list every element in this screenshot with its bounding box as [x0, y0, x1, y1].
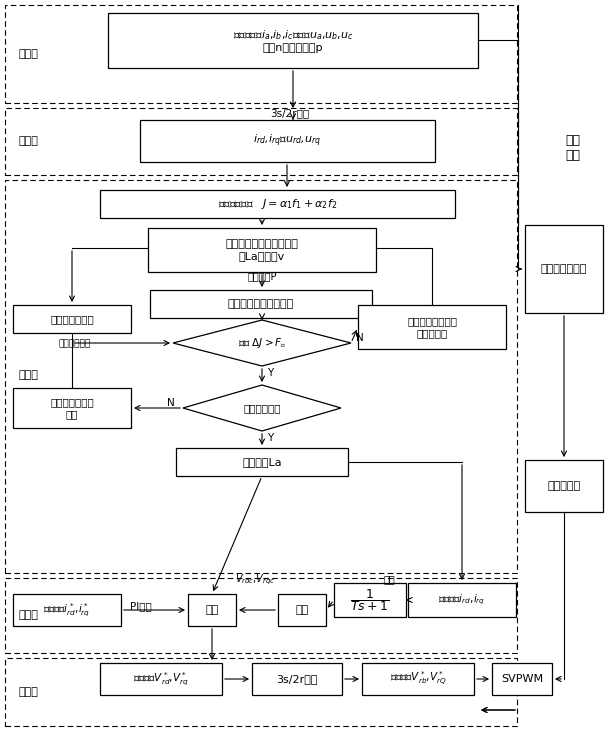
- FancyBboxPatch shape: [13, 388, 131, 428]
- FancyBboxPatch shape: [525, 460, 603, 512]
- FancyBboxPatch shape: [492, 663, 552, 695]
- Text: 如果 $\Delta J > F_{阈}$: 如果 $\Delta J > F_{阈}$: [238, 336, 286, 350]
- FancyBboxPatch shape: [278, 594, 326, 626]
- Text: 微分: 微分: [383, 574, 395, 584]
- Text: 得到最佳La: 得到最佳La: [242, 457, 282, 467]
- Text: N: N: [167, 398, 175, 408]
- Text: $\dfrac{1}{Ts+1}$: $\dfrac{1}{Ts+1}$: [350, 587, 390, 613]
- Text: 信号
采集: 信号 采集: [565, 134, 581, 162]
- Text: 初始化自适应微分负反馈
值La和速度v: 初始化自适应微分负反馈 值La和速度v: [226, 239, 299, 261]
- Text: $i_{rd}$,$i_{rq}$和$u_{rd}$,$u_{rq}$: $i_{rd}$,$i_{rq}$和$u_{rd}$,$u_{rq}$: [254, 133, 322, 149]
- Text: 电流给定$i^*_{rd}$,$i^*_{rq}$: 电流给定$i^*_{rd}$,$i^*_{rq}$: [43, 602, 91, 619]
- Polygon shape: [183, 385, 341, 431]
- Text: 按随机初始化公式
重新初始化: 按随机初始化公式 重新初始化: [407, 316, 457, 338]
- FancyBboxPatch shape: [108, 13, 478, 68]
- FancyBboxPatch shape: [408, 583, 516, 617]
- Text: 建立目标函数   $J = \alpha_1 f_1 + \alpha_2 f_2$: 建立目标函数 $J = \alpha_1 f_1 + \alpha_2 f_2$: [218, 197, 337, 211]
- FancyBboxPatch shape: [188, 594, 236, 626]
- FancyBboxPatch shape: [252, 663, 342, 695]
- Text: 转子侧电流$i_a$,$i_b$,$i_c$和电压$u_a$,$u_b$,$u_c$
转速n和骤升幅度p: 转子侧电流$i_a$,$i_b$,$i_c$和电压$u_a$,$u_b$,$u_…: [233, 28, 353, 53]
- FancyBboxPatch shape: [100, 663, 222, 695]
- Text: 步骤一: 步骤一: [18, 49, 38, 59]
- Text: 控制电压$V^*_{rb}$,$V^*_{rQ}$: 控制电压$V^*_{rb}$,$V^*_{rQ}$: [390, 670, 446, 688]
- FancyBboxPatch shape: [13, 305, 131, 333]
- Text: PI调节: PI调节: [130, 601, 152, 611]
- FancyBboxPatch shape: [100, 190, 455, 218]
- Text: 逆变器模块: 逆变器模块: [547, 481, 581, 491]
- Text: Y: Y: [267, 433, 273, 443]
- Text: Y: Y: [267, 368, 273, 378]
- Text: SVPWM: SVPWM: [501, 674, 543, 684]
- Text: 根据概率P: 根据概率P: [247, 271, 277, 281]
- FancyBboxPatch shape: [362, 663, 474, 695]
- FancyBboxPatch shape: [148, 228, 376, 272]
- Text: 步骤二: 步骤二: [18, 136, 38, 146]
- Text: 选取优异微分负反馈值: 选取优异微分负反馈值: [228, 299, 294, 309]
- Text: 计算适应度值: 计算适应度值: [59, 340, 91, 349]
- Polygon shape: [173, 320, 351, 366]
- Text: 步骤四: 步骤四: [18, 610, 38, 620]
- Text: 3s/2r变换: 3s/2r变换: [271, 108, 309, 118]
- Text: 步骤五: 步骤五: [18, 687, 38, 697]
- Text: $V_{rdc}$,$V_{rqc}$: $V_{rdc}$,$V_{rqc}$: [235, 573, 275, 587]
- Text: 步骤三: 步骤三: [18, 370, 38, 380]
- FancyBboxPatch shape: [358, 305, 506, 349]
- FancyBboxPatch shape: [176, 448, 348, 476]
- FancyBboxPatch shape: [525, 225, 603, 313]
- Text: 按迭代公式继续
迭代: 按迭代公式继续 迭代: [50, 398, 94, 418]
- Text: 按迭代公式迭代: 按迭代公式迭代: [50, 314, 94, 324]
- Text: 相乘: 相乘: [295, 605, 309, 615]
- Text: 双馈风力发电机: 双馈风力发电机: [541, 264, 587, 274]
- Text: 3s/2r变换: 3s/2r变换: [276, 674, 318, 684]
- Text: 满足结束条件: 满足结束条件: [243, 403, 281, 413]
- FancyBboxPatch shape: [13, 594, 121, 626]
- Text: N: N: [356, 333, 364, 343]
- FancyBboxPatch shape: [334, 583, 406, 617]
- FancyBboxPatch shape: [150, 290, 372, 318]
- Text: 电流反馈$i_{rd}$,$i_{rq}$: 电流反馈$i_{rd}$,$i_{rq}$: [438, 592, 486, 608]
- Text: 相加: 相加: [206, 605, 219, 615]
- Text: 补偿电压$V^*_{rd}$,$V^*_{rq}$: 补偿电压$V^*_{rd}$,$V^*_{rq}$: [133, 670, 189, 688]
- FancyBboxPatch shape: [140, 120, 435, 162]
